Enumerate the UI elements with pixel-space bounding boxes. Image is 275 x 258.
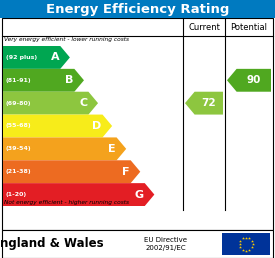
Text: Energy Efficiency Rating: Energy Efficiency Rating [46,3,229,15]
Text: Very energy efficient - lower running costs: Very energy efficient - lower running co… [4,37,129,42]
Text: (92 plus): (92 plus) [6,55,37,60]
Text: (39-54): (39-54) [6,146,32,151]
Text: England & Wales: England & Wales [0,238,104,251]
Text: (69-80): (69-80) [6,101,32,106]
Text: 90: 90 [247,75,261,85]
Polygon shape [3,115,112,138]
Polygon shape [3,183,154,206]
Text: D: D [92,121,101,131]
Text: (55-68): (55-68) [6,124,32,128]
Text: 72: 72 [202,98,216,108]
Text: G: G [135,190,144,200]
Polygon shape [185,92,223,115]
Bar [2,18,273,230]
Text: B: B [65,75,73,85]
Text: C: C [79,98,87,108]
Text: EU Directive
2002/91/EC: EU Directive 2002/91/EC [144,237,188,251]
Polygon shape [3,92,98,115]
Text: Not energy efficient - higher running costs: Not energy efficient - higher running co… [4,200,129,205]
Polygon shape [3,138,126,160]
Polygon shape [3,46,70,69]
Text: (21-38): (21-38) [6,169,32,174]
Polygon shape [3,160,140,183]
Polygon shape [227,69,271,92]
Text: F: F [122,167,130,177]
Polygon shape [3,69,84,92]
Text: Potential: Potential [230,22,268,31]
Text: E: E [108,144,116,154]
Bar [0,0,275,18]
Text: A: A [51,52,59,62]
Bar [2,230,273,258]
Text: (1-20): (1-20) [6,192,27,197]
Text: Current: Current [188,22,220,31]
Bar [222,233,270,255]
Text: (81-91): (81-91) [6,78,32,83]
